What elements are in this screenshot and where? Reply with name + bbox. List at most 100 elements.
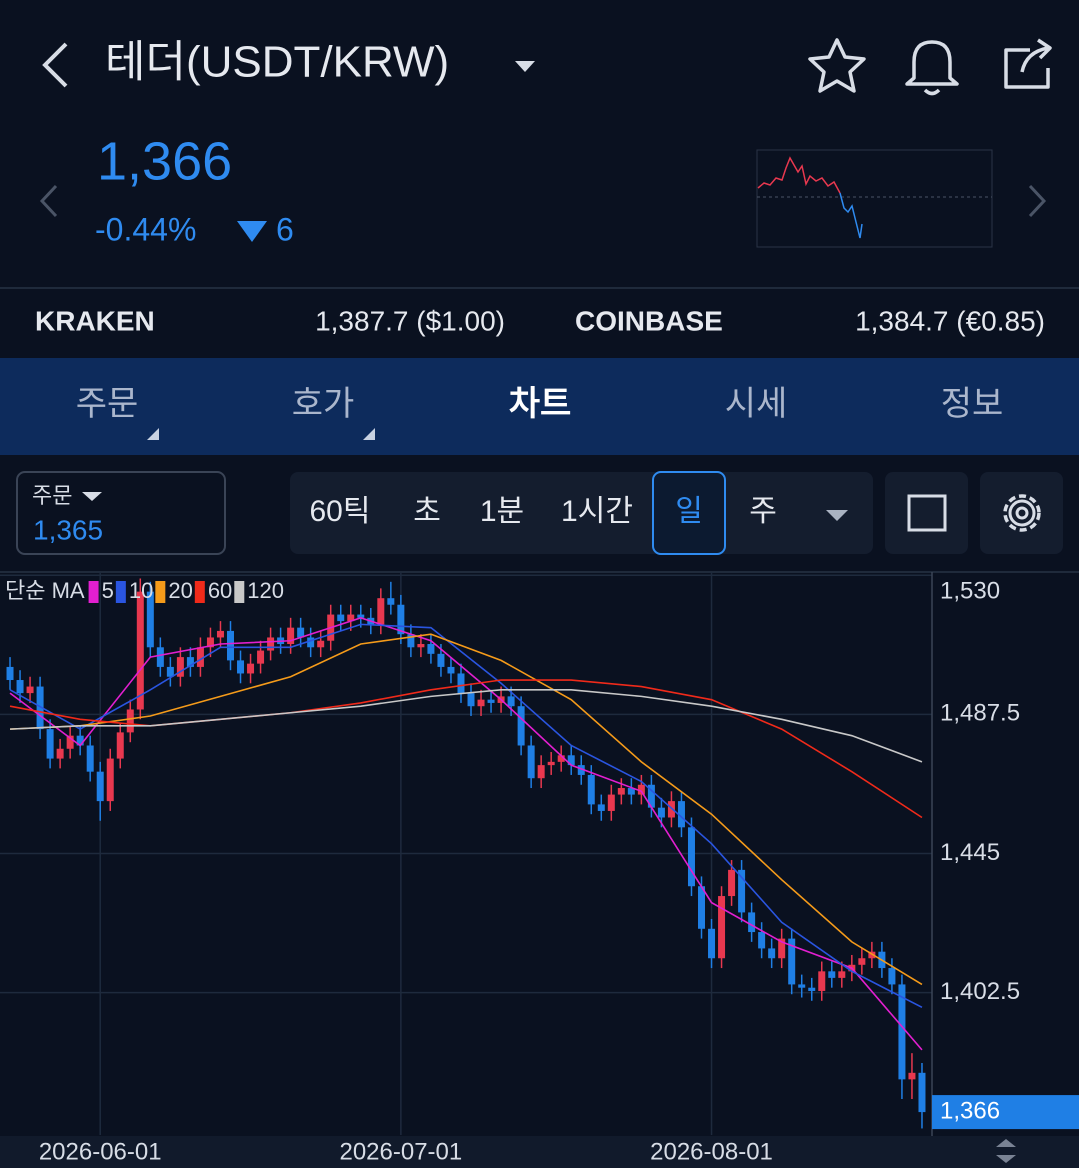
tab-bar bbox=[0, 358, 1079, 455]
tab[interactable]: 차트 bbox=[509, 385, 572, 423]
candle-body bbox=[918, 1072, 926, 1113]
candle-body bbox=[828, 971, 836, 978]
candle-body bbox=[567, 755, 575, 766]
share-button[interactable] bbox=[1004, 38, 1052, 89]
gear-body bbox=[1008, 499, 1036, 527]
layout-button[interactable] bbox=[885, 472, 968, 554]
last-price-label: 1,366 bbox=[940, 1097, 1000, 1124]
interval[interactable]: 주 bbox=[749, 495, 777, 528]
candle-body bbox=[36, 686, 44, 730]
x-tick-label: 2026-08-01 bbox=[650, 1138, 773, 1165]
sparkline-down bbox=[839, 192, 863, 239]
axes: 1,530 1,487.5 1,445 1,402.5 2026-06-01 2026-0… bbox=[5, 577, 1079, 1165]
candle-body bbox=[287, 627, 295, 645]
order-box-caret bbox=[82, 492, 102, 501]
candle-body bbox=[507, 696, 515, 707]
candle-body bbox=[56, 748, 64, 759]
interval[interactable]: 60틱 bbox=[310, 495, 371, 528]
candle-body bbox=[226, 630, 234, 661]
candle-body bbox=[627, 788, 635, 795]
candle-body bbox=[778, 938, 786, 959]
exchange-price: 1,384.7 (€0.85) bbox=[855, 305, 1045, 336]
candle-body bbox=[357, 614, 365, 618]
tab[interactable]: 시세 bbox=[725, 385, 788, 423]
candle-body bbox=[748, 912, 756, 933]
ma-line bbox=[9, 616, 923, 1051]
candle-body bbox=[587, 774, 595, 805]
sparkline-frame bbox=[756, 149, 993, 248]
candle-body bbox=[667, 801, 675, 818]
candle-body bbox=[76, 735, 84, 746]
legend-entry: 5 bbox=[102, 578, 114, 603]
candle-body bbox=[347, 614, 355, 622]
tab[interactable]: 주문 bbox=[76, 385, 139, 423]
candle-body bbox=[898, 984, 906, 1080]
order-box[interactable] bbox=[16, 471, 226, 555]
legend-entry: 60 bbox=[208, 578, 232, 603]
scale-handle[interactable] bbox=[996, 1139, 1016, 1163]
candle-body bbox=[116, 732, 124, 759]
tab-submenu-mark bbox=[363, 428, 375, 440]
y-tick-label: 1,530 bbox=[940, 577, 1000, 604]
candle-body bbox=[718, 896, 726, 959]
candle-body bbox=[698, 886, 706, 929]
interval-dropdown[interactable] bbox=[826, 510, 848, 521]
candle-body bbox=[206, 637, 214, 648]
x-tick-label: 2026-07-01 bbox=[339, 1138, 462, 1165]
candle-body bbox=[577, 765, 585, 775]
tab[interactable]: 호가 bbox=[292, 385, 355, 423]
down-arrow bbox=[237, 221, 267, 242]
candle-body bbox=[487, 699, 495, 703]
candle-body bbox=[257, 650, 265, 664]
interval-group bbox=[290, 472, 873, 554]
next-button[interactable] bbox=[1028, 184, 1047, 218]
tab[interactable]: 정보 bbox=[941, 385, 1004, 423]
exchange-name: KRAKEN bbox=[35, 305, 155, 336]
candle-body bbox=[738, 869, 746, 913]
candle-body bbox=[146, 591, 154, 648]
candle-body bbox=[677, 801, 685, 828]
candle-body bbox=[708, 928, 716, 959]
x-tick-label: 2026-06-01 bbox=[39, 1138, 162, 1165]
interval[interactable]: 1분 bbox=[480, 495, 524, 528]
candle-body bbox=[557, 755, 565, 762]
back-button[interactable] bbox=[42, 42, 68, 88]
ma-legend-label: 단순 MA bbox=[5, 578, 85, 603]
interval[interactable]: 초 bbox=[413, 495, 441, 528]
candle-body bbox=[377, 598, 385, 625]
candle-body bbox=[237, 660, 245, 674]
change-amount: 6 bbox=[276, 211, 294, 247]
candle-body bbox=[136, 591, 144, 710]
candle-body bbox=[337, 614, 345, 622]
candle-body bbox=[196, 647, 204, 667]
interval[interactable]: 일 bbox=[675, 495, 703, 528]
candle-body bbox=[838, 971, 846, 978]
current-price: 1,366 bbox=[97, 131, 232, 191]
legend-swatch bbox=[234, 581, 245, 603]
candle-body bbox=[687, 827, 695, 887]
candle-body bbox=[808, 987, 816, 991]
prev-button[interactable] bbox=[39, 184, 58, 218]
interval[interactable]: 1시간 bbox=[561, 495, 633, 528]
ma-line bbox=[9, 689, 923, 763]
legend-swatch bbox=[155, 581, 166, 603]
favorite-button[interactable] bbox=[808, 38, 866, 93]
candle-body bbox=[126, 709, 134, 733]
candle-body bbox=[407, 634, 415, 648]
candle-body bbox=[547, 761, 555, 766]
candle-body bbox=[46, 729, 54, 759]
candle-body bbox=[657, 807, 665, 818]
legend-swatch bbox=[194, 581, 205, 603]
settings-button[interactable] bbox=[980, 472, 1063, 554]
candle-body bbox=[647, 784, 655, 808]
y-tick-label: 1,402.5 bbox=[940, 978, 1020, 1005]
candle-body bbox=[537, 765, 545, 779]
title-dropdown[interactable] bbox=[515, 61, 535, 72]
alert-button[interactable] bbox=[905, 40, 959, 96]
candle-body bbox=[247, 663, 255, 674]
candle-body bbox=[106, 758, 114, 802]
candle-body bbox=[86, 745, 94, 772]
candle-body bbox=[156, 647, 164, 667]
